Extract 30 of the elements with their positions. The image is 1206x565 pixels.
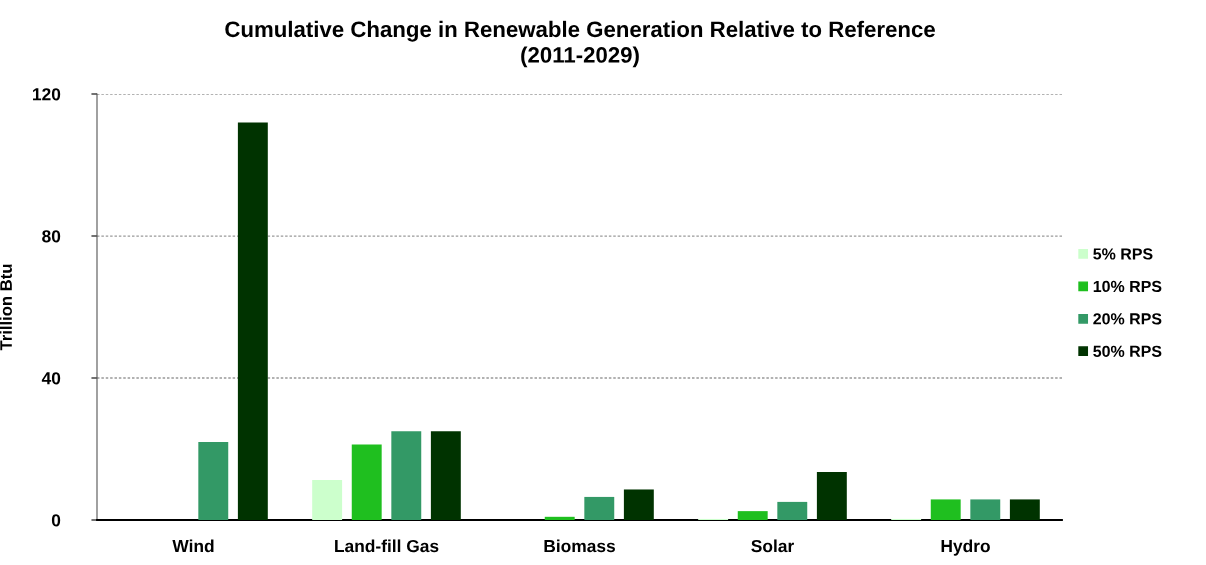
x-tick-label: Wind [172, 539, 214, 553]
bar [1009, 499, 1040, 520]
x-tick-label: Solar [751, 539, 794, 553]
bar [544, 516, 575, 520]
x-tick-label: Biomass [544, 539, 615, 553]
bar [584, 496, 615, 520]
x-tick-label: Hydro [941, 539, 990, 556]
bar [430, 431, 461, 520]
y-tick-label: 80 [42, 230, 61, 243]
bar [777, 501, 808, 520]
bar [237, 122, 268, 520]
bar [351, 444, 382, 520]
legend-label: 20% RPS [1093, 313, 1162, 325]
bar [816, 472, 847, 520]
bar [198, 441, 229, 520]
legend-label: 5% RPS [1093, 248, 1153, 260]
y-tick-label: 0 [51, 514, 61, 527]
bar [737, 511, 768, 520]
chart-title: Cumulative Change in Renewable Generation Relative to Reference (2011-2029) [225, 20, 935, 68]
bar [930, 499, 961, 520]
bar [623, 489, 654, 520]
legend-label: 50% RPS [1093, 345, 1162, 357]
y-tick-label: 40 [41, 372, 61, 385]
bar [391, 431, 422, 520]
y-tick-label: 120 [33, 88, 61, 101]
bar [970, 499, 1001, 520]
bar [312, 479, 343, 520]
y-axis-title: Trillion Btu [0, 264, 12, 351]
x-tick-label: Land-fill Gas [335, 539, 439, 553]
legend-label: 10% RPS [1093, 280, 1162, 293]
